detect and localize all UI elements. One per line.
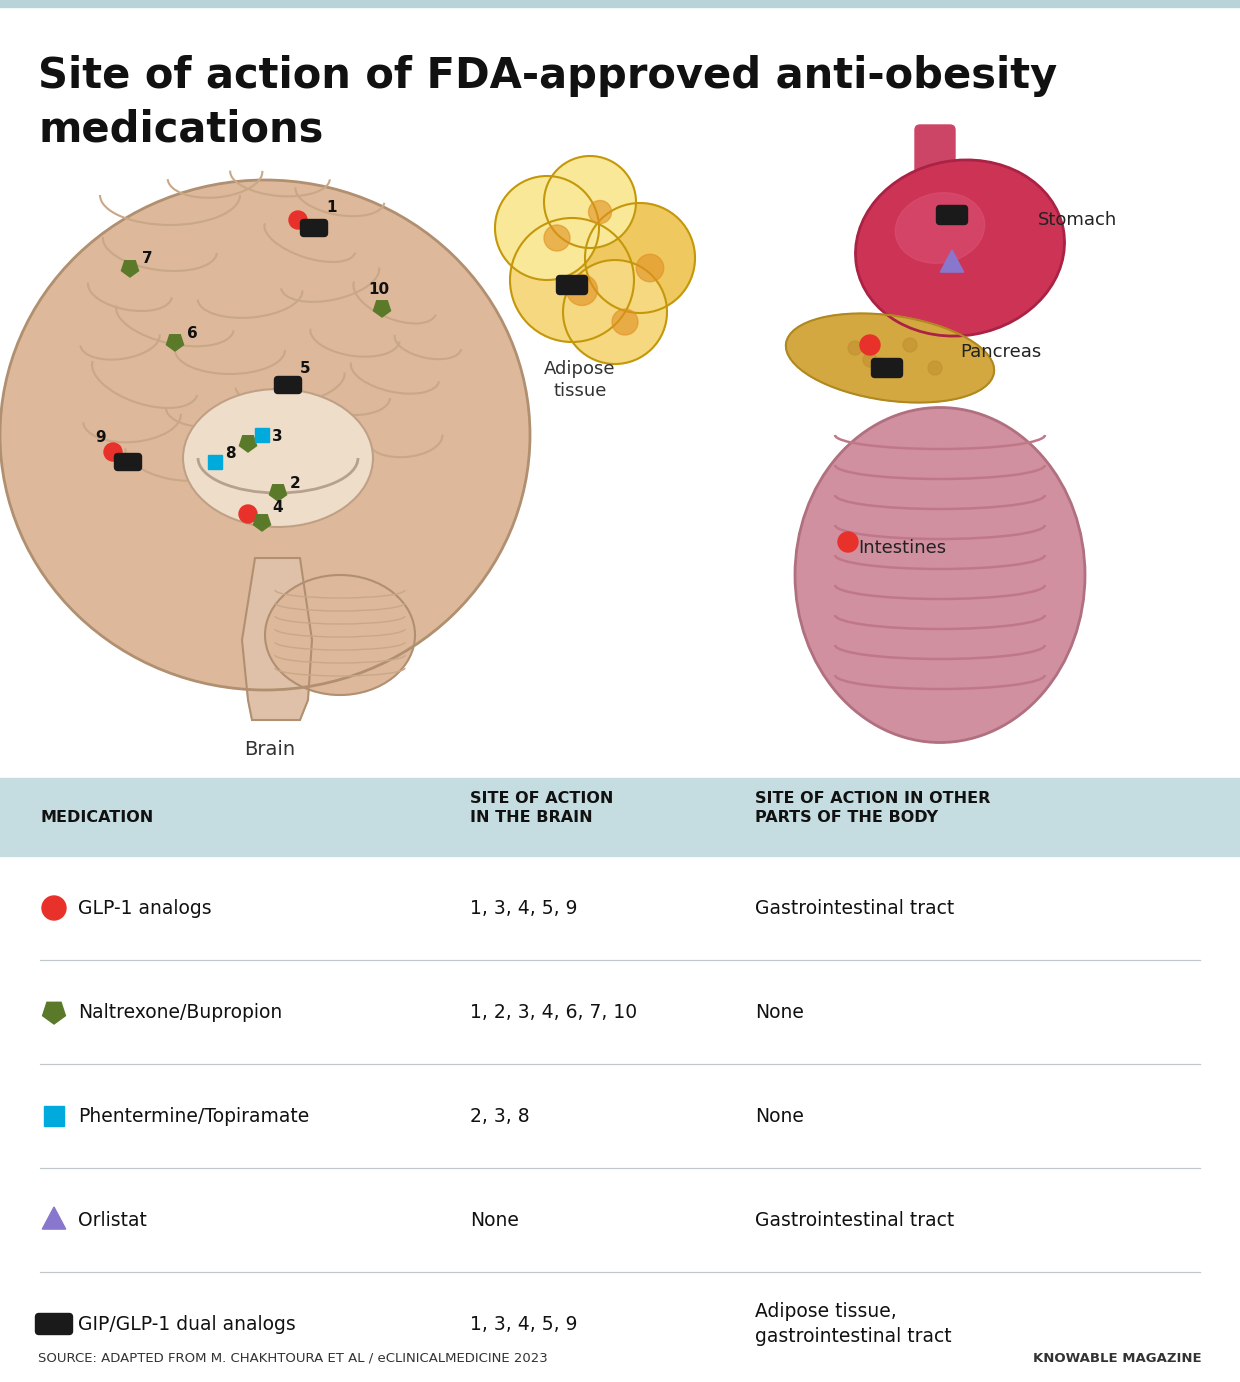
Text: 1: 1 [326,200,336,216]
Text: Stomach: Stomach [1038,211,1117,229]
FancyBboxPatch shape [36,1313,72,1335]
Text: SOURCE: ADAPTED FROM M. CHAKHTOURA ET AL / eCLINICALMEDICINE 2023: SOURCE: ADAPTED FROM M. CHAKHTOURA ET AL… [38,1352,548,1364]
Circle shape [104,444,122,462]
FancyBboxPatch shape [915,124,955,216]
Ellipse shape [795,408,1085,742]
Ellipse shape [786,314,994,402]
Circle shape [495,176,599,281]
Text: 9: 9 [95,430,105,445]
Text: Adipose tissue,
gastrointestinal tract: Adipose tissue, gastrointestinal tract [755,1302,951,1346]
Text: Intestines: Intestines [858,539,946,557]
Polygon shape [122,261,139,276]
FancyBboxPatch shape [936,206,967,224]
Text: SITE OF ACTION
IN THE BRAIN: SITE OF ACTION IN THE BRAIN [470,791,614,825]
Bar [0,0,1240,7]
Circle shape [567,275,598,305]
Polygon shape [242,558,312,720]
Ellipse shape [895,192,985,264]
Polygon shape [253,514,270,531]
Text: MEDICATION: MEDICATION [40,810,154,825]
Text: Naltrexone/Bupropion: Naltrexone/Bupropion [78,1002,283,1021]
Text: GIP/GLP-1 dual analogs: GIP/GLP-1 dual analogs [78,1314,296,1334]
Polygon shape [373,301,391,316]
Circle shape [585,203,694,312]
Polygon shape [940,250,963,272]
Circle shape [863,352,877,368]
Polygon shape [269,485,286,502]
FancyBboxPatch shape [557,275,588,294]
Circle shape [589,200,611,224]
Ellipse shape [184,388,373,527]
Text: 6: 6 [187,326,197,341]
Text: 4: 4 [272,500,283,515]
Text: Gastrointestinal tract: Gastrointestinal tract [755,1211,955,1230]
Circle shape [928,361,942,375]
Bar [43,1106,64,1126]
Circle shape [544,156,636,247]
Text: medications: medications [38,108,324,151]
Ellipse shape [0,180,529,690]
Text: Pancreas: Pancreas [960,343,1042,361]
Polygon shape [42,1002,66,1024]
Circle shape [613,310,639,334]
Ellipse shape [265,575,415,695]
Polygon shape [166,334,184,351]
Text: None: None [470,1211,518,1230]
Text: 2: 2 [290,475,301,491]
Text: 1, 2, 3, 4, 6, 7, 10: 1, 2, 3, 4, 6, 7, 10 [470,1002,637,1021]
Text: Brain: Brain [244,739,295,759]
Text: Gastrointestinal tract: Gastrointestinal tract [755,898,955,918]
Circle shape [861,334,880,355]
Text: 8: 8 [224,446,236,462]
Text: None: None [755,1107,804,1125]
Text: Adipose
tissue: Adipose tissue [544,359,616,401]
FancyBboxPatch shape [114,453,141,470]
Circle shape [636,254,663,282]
Text: Site of action of FDA-approved anti-obesity: Site of action of FDA-approved anti-obes… [38,55,1058,97]
Text: GLP-1 analogs: GLP-1 analogs [78,898,212,918]
Circle shape [510,218,634,341]
FancyBboxPatch shape [872,358,903,377]
Circle shape [289,211,308,229]
Polygon shape [239,435,257,452]
Text: 2, 3, 8: 2, 3, 8 [470,1107,529,1125]
Bar [255,428,269,442]
Circle shape [42,896,66,920]
Text: SITE OF ACTION IN OTHER
PARTS OF THE BODY: SITE OF ACTION IN OTHER PARTS OF THE BOD… [755,791,991,825]
Text: KNOWABLE MAGAZINE: KNOWABLE MAGAZINE [1033,1352,1202,1364]
Circle shape [563,260,667,363]
Circle shape [873,358,887,372]
Text: 3: 3 [272,428,283,444]
Text: 1, 3, 4, 5, 9: 1, 3, 4, 5, 9 [470,898,578,918]
Circle shape [544,225,570,252]
Bar [208,455,222,468]
Circle shape [903,339,918,352]
Circle shape [838,532,858,551]
Text: 10: 10 [368,282,389,297]
Text: Orlistat: Orlistat [78,1211,146,1230]
Ellipse shape [856,160,1064,336]
Text: 5: 5 [300,361,311,376]
FancyBboxPatch shape [300,220,327,236]
Circle shape [239,504,257,522]
FancyBboxPatch shape [274,376,301,394]
Text: 1, 3, 4, 5, 9: 1, 3, 4, 5, 9 [470,1314,578,1334]
Polygon shape [42,1206,66,1229]
Text: 7: 7 [143,252,153,265]
Bar [0,778,1240,855]
Text: None: None [755,1002,804,1021]
Text: Phentermine/Topiramate: Phentermine/Topiramate [78,1107,309,1125]
Circle shape [848,341,862,355]
